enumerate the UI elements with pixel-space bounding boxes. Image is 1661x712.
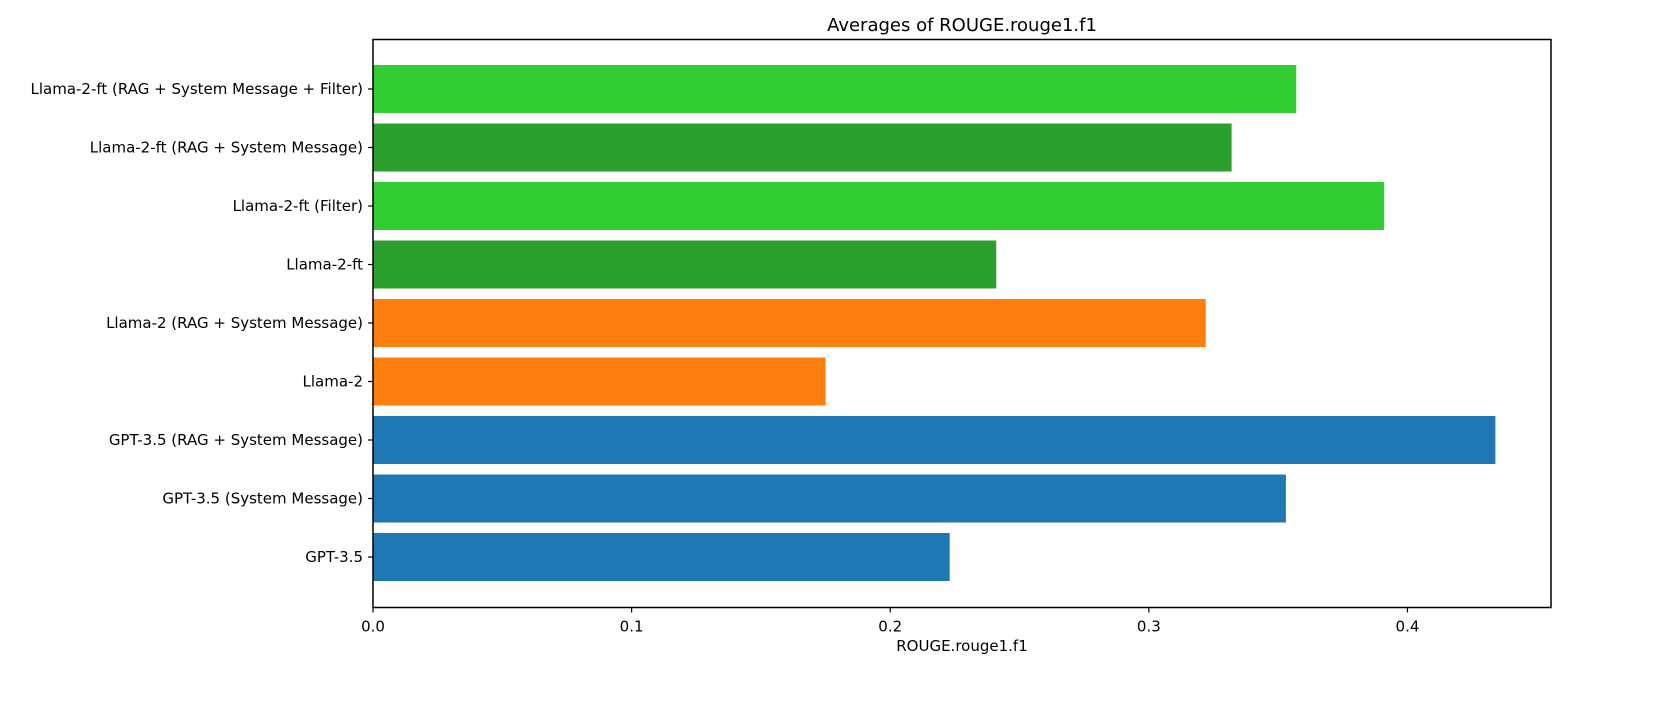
bars-layer (373, 65, 1496, 581)
y-tick-label: Llama-2-ft (Filter) (233, 197, 363, 215)
x-tick-label: 0.3 (1137, 618, 1161, 636)
bar (373, 416, 1496, 464)
x-axis-title: ROUGE.rouge1.f1 (896, 637, 1027, 655)
bar (373, 123, 1232, 172)
x-axis-ticks: 0.0 0.1 0.2 0.3 0.4 (361, 607, 1420, 636)
y-tick-label: Llama-2 (RAG + System Message) (106, 314, 363, 332)
bar (373, 182, 1385, 230)
y-tick-label: Llama-2 (303, 373, 363, 391)
bar (373, 240, 997, 289)
bar (373, 533, 950, 581)
x-tick-label: 0.2 (878, 618, 902, 636)
bar (373, 65, 1297, 113)
y-tick-label: Llama-2-ft (286, 256, 363, 274)
x-tick-label: 0.4 (1396, 618, 1420, 636)
y-tick-label: Llama-2-ft (RAG + System Message) (90, 139, 363, 157)
x-tick-label: 0.0 (361, 618, 385, 636)
y-tick-label: GPT-3.5 (RAG + System Message) (109, 431, 363, 449)
y-tick-label: Llama-2-ft (RAG + System Message + Filte… (31, 80, 364, 98)
y-axis-ticks: Llama-2-ft (RAG + System Message + Filte… (31, 80, 373, 566)
x-tick-label: 0.1 (620, 618, 644, 636)
bar (373, 299, 1206, 347)
y-tick-label: GPT-3.5 (305, 548, 363, 566)
bar (373, 474, 1286, 523)
chart-title: Averages of ROUGE.rouge1.f1 (827, 15, 1097, 36)
y-tick-label: GPT-3.5 (System Message) (162, 490, 363, 508)
bar (373, 357, 826, 406)
plot-frame (372, 38, 1552, 609)
